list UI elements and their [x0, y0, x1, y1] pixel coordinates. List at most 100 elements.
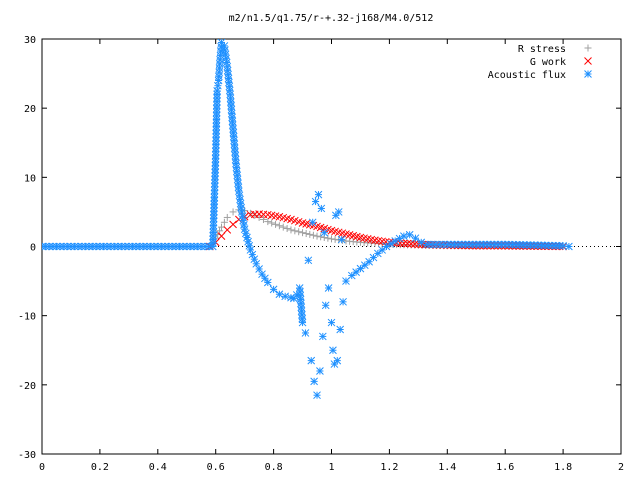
data-point	[373, 249, 382, 258]
data-point	[327, 318, 336, 327]
x-tick-label: 1	[328, 462, 334, 473]
legend-marker	[584, 57, 592, 65]
data-point	[241, 229, 250, 238]
y-tick-label: -10	[18, 312, 36, 323]
data-point	[321, 301, 330, 310]
data-point	[275, 222, 283, 230]
data-point	[216, 227, 224, 235]
x-tick-label: 0.2	[91, 462, 109, 473]
x-tick-label: 0.8	[265, 462, 283, 473]
data-point	[201, 242, 209, 251]
data-point	[212, 101, 221, 110]
data-point	[313, 391, 321, 400]
data-point	[279, 223, 287, 231]
data-point	[103, 242, 111, 251]
data-point	[214, 81, 222, 90]
data-point	[287, 226, 295, 234]
data-point	[212, 140, 220, 149]
data-point	[523, 241, 531, 249]
data-point	[211, 151, 220, 160]
data-point	[565, 242, 573, 251]
data-point	[512, 240, 520, 249]
data-point	[211, 165, 220, 174]
data-point	[272, 220, 280, 228]
data-point	[229, 208, 237, 216]
series-2	[42, 39, 573, 400]
data-point	[255, 213, 263, 221]
data-point	[407, 240, 415, 248]
data-point	[208, 242, 217, 251]
chart-title: m2/n1.5/q1.75/r-+.32-j168/M4.0/512	[229, 13, 434, 24]
data-point	[88, 242, 97, 251]
data-point	[320, 228, 329, 237]
data-point	[114, 242, 122, 251]
data-point	[334, 208, 343, 216]
legend-label: G work	[530, 57, 566, 68]
data-point	[548, 241, 557, 250]
data-point	[110, 242, 119, 251]
data-point	[515, 240, 524, 249]
data-point	[411, 234, 420, 243]
x-tick-label: 1.2	[380, 462, 398, 473]
x-tick-label: 0.6	[207, 462, 225, 473]
data-point	[328, 235, 335, 243]
legend-label: R stress	[518, 44, 566, 55]
data-point	[336, 325, 345, 334]
data-point	[295, 228, 303, 236]
data-point	[263, 278, 272, 287]
data-point	[333, 356, 342, 365]
x-tick-label: 2	[618, 462, 624, 473]
data-point	[223, 213, 231, 221]
data-layer	[42, 39, 573, 400]
y-tick-label: 30	[24, 35, 36, 46]
data-point	[240, 225, 249, 234]
data-point	[210, 207, 218, 216]
data-point	[221, 50, 230, 59]
data-point	[220, 218, 228, 226]
data-point	[324, 284, 333, 292]
data-point	[172, 242, 180, 251]
data-point	[302, 230, 310, 238]
data-point	[210, 182, 219, 191]
data-point	[454, 240, 463, 249]
data-point	[229, 220, 237, 229]
data-point	[508, 240, 517, 249]
data-point	[318, 332, 327, 341]
data-point	[283, 225, 291, 233]
y-tick-label: 20	[24, 104, 36, 115]
data-point	[331, 235, 339, 243]
x-tick-label: 0	[39, 462, 45, 473]
data-point	[239, 216, 248, 225]
data-point	[360, 261, 369, 270]
x-tick-label: 1.6	[496, 462, 514, 473]
data-point	[555, 241, 564, 250]
data-point	[67, 242, 75, 251]
data-point	[209, 225, 218, 233]
data-point	[317, 204, 326, 213]
data-point	[317, 233, 325, 241]
data-point	[135, 242, 144, 251]
legend: R stress G work Acoustic flux	[488, 44, 592, 81]
data-point	[301, 329, 310, 337]
data-point	[259, 216, 267, 224]
data-point	[329, 346, 337, 355]
data-point	[519, 241, 528, 249]
data-point	[304, 256, 313, 265]
data-point	[77, 242, 86, 251]
data-point	[307, 356, 316, 365]
data-point	[313, 232, 321, 240]
plot-area: 0 0.2 0.4 0.6 0.8 1 1.2 1.4 1.6 1.8 2 -30 -20 -10 0 10 2…	[18, 35, 624, 473]
data-point	[217, 232, 226, 240]
data-point	[352, 268, 360, 276]
data-point	[472, 240, 481, 249]
data-point	[210, 186, 219, 195]
data-point	[378, 246, 387, 254]
y-tick-label: -30	[18, 450, 36, 461]
data-point	[261, 274, 269, 283]
data-point	[526, 241, 535, 249]
data-point	[314, 190, 323, 199]
y-tick-label: 10	[24, 173, 36, 184]
x-tick-label: 0.4	[149, 462, 167, 473]
data-point	[212, 108, 221, 117]
